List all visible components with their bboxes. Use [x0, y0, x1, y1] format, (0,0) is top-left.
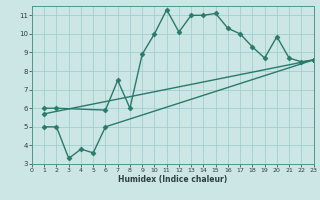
X-axis label: Humidex (Indice chaleur): Humidex (Indice chaleur)	[118, 175, 228, 184]
